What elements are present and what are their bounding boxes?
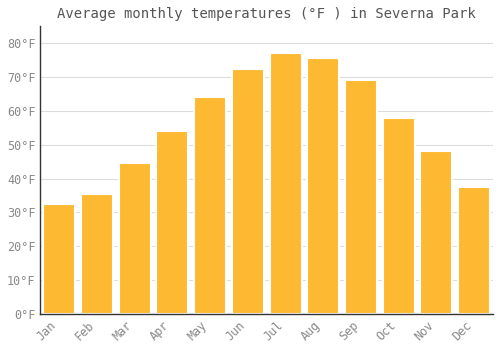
Bar xyxy=(307,58,340,314)
Title: Average monthly temperatures (°F ) in Severna Park: Average monthly temperatures (°F ) in Se… xyxy=(58,7,476,21)
Bar xyxy=(194,97,226,314)
Bar xyxy=(345,80,377,314)
Bar xyxy=(420,152,452,314)
Bar xyxy=(382,118,415,314)
Bar xyxy=(270,53,302,314)
Bar xyxy=(458,187,490,314)
Bar xyxy=(232,69,264,314)
Bar xyxy=(81,194,113,314)
Bar xyxy=(43,204,75,314)
Bar xyxy=(118,163,150,314)
Bar xyxy=(156,131,188,314)
